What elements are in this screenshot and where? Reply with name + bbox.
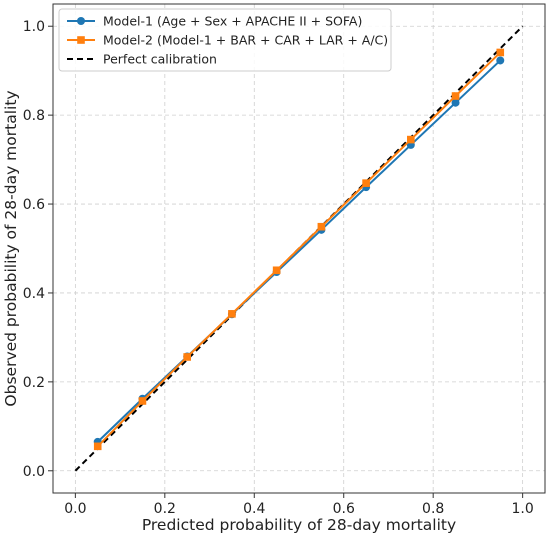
series-1-point <box>138 397 147 405</box>
y-tick-label: 1.0 <box>23 19 45 35</box>
y-tick-label: 0.4 <box>23 286 45 302</box>
x-tick-label: 1.0 <box>512 501 534 517</box>
y-tick-label: 0.6 <box>23 197 45 213</box>
legend-label-0: Model-1 (Age + Sex + APACHE II + SOFA) <box>103 14 362 29</box>
y-axis-label: Observed probability of 28-day mortality <box>2 90 20 406</box>
series-layer <box>74 25 524 472</box>
legend-marker-1 <box>77 36 85 44</box>
series-1-point <box>272 266 281 275</box>
series-line-1 <box>97 51 501 448</box>
series-1-point <box>496 48 505 57</box>
x-tick-label: 0.4 <box>243 501 265 517</box>
x-tick-label: 0.2 <box>154 501 176 517</box>
series-0-point <box>451 98 460 107</box>
x-tick-label: 0.6 <box>333 501 355 517</box>
x-tick-label: 0.8 <box>422 501 444 517</box>
legend-label-2: Perfect calibration <box>103 52 217 67</box>
series-1-point <box>451 92 460 100</box>
series-1-point <box>228 310 236 318</box>
series-1-point <box>407 135 415 144</box>
legend-marker-0 <box>77 17 85 25</box>
legend: Model-1 (Age + Sex + APACHE II + SOFA) Mo… <box>58 8 392 72</box>
legend-box <box>58 8 392 72</box>
y-tick-label: 0.8 <box>23 108 45 124</box>
plot-frame <box>52 3 546 494</box>
series-1-point <box>362 179 370 187</box>
x-axis-label: Predicted probability of 28-day mortalit… <box>142 516 456 534</box>
series-0-point <box>496 56 505 65</box>
legend-label-1: Model-2 (Model-1 + BAR + CAR + LAR + A/C… <box>103 33 388 48</box>
y-tick-label: 0.2 <box>23 375 45 391</box>
series-1-point <box>183 353 191 361</box>
x-tick-label: 0.0 <box>64 501 86 517</box>
axis-ticks: 0.0 0.2 0.4 0.6 0.8 1.0 0.0 0.2 0.4 0.6 0.8 1.0 <box>23 19 534 517</box>
series-1-point <box>93 442 102 451</box>
y-tick-label: 0.0 <box>23 464 45 480</box>
series-1-point <box>317 222 326 231</box>
